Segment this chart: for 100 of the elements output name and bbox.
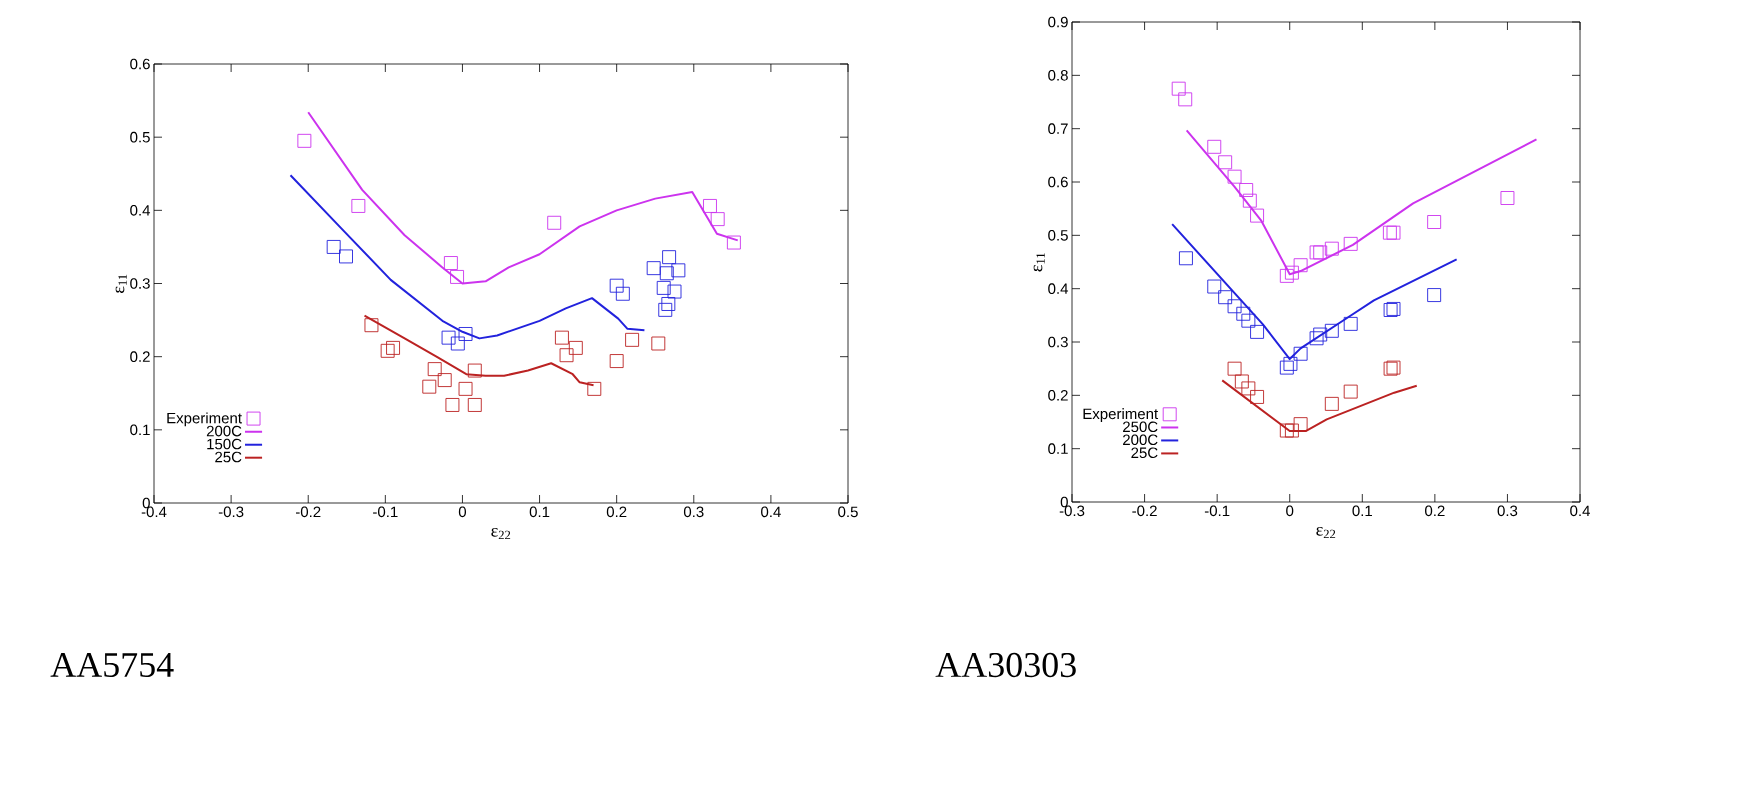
point (1227, 169, 1242, 184)
point (443, 256, 458, 270)
point (1179, 251, 1193, 266)
point (1293, 258, 1308, 273)
point (1218, 290, 1233, 305)
point (445, 398, 460, 412)
point (609, 354, 624, 369)
legend-label: 25C (1131, 447, 1158, 459)
point (1343, 236, 1358, 251)
point (659, 266, 674, 281)
legend-label: 200C (1123, 434, 1158, 446)
point (1279, 423, 1294, 438)
x-tick-label: 0.4 (1570, 505, 1590, 517)
x-tick-label: -0.3 (218, 506, 244, 518)
point (1343, 384, 1358, 399)
y-tick-label: 0.9 (1048, 16, 1068, 28)
legend-label: Experiment (167, 412, 242, 427)
point (587, 381, 602, 396)
y-tick-label: 0.6 (1048, 176, 1068, 188)
point (703, 199, 717, 213)
y-tick-label: 0.8 (1048, 70, 1068, 81)
point (1293, 346, 1308, 361)
point (1324, 323, 1339, 338)
point (1227, 361, 1242, 376)
point (326, 239, 341, 254)
point (1250, 208, 1265, 223)
y-tick-label: 0.3 (1048, 336, 1068, 348)
point (662, 250, 677, 265)
point (1324, 241, 1339, 256)
y-tick-label: 0.7 (1048, 123, 1068, 134)
legend-label: 250C (1123, 421, 1158, 433)
point (1234, 374, 1249, 389)
point (1241, 313, 1256, 328)
line-series (289, 174, 646, 340)
point (351, 199, 366, 213)
x-tick-label: 0.1 (1352, 505, 1372, 517)
point (1427, 288, 1442, 303)
point (1171, 81, 1186, 96)
line-series (307, 111, 739, 285)
point (667, 284, 682, 299)
point (1239, 183, 1254, 197)
point (1207, 279, 1222, 294)
x-tick-label: 0 (1286, 505, 1294, 517)
point (615, 286, 630, 301)
x-tick-label: 0.3 (1497, 505, 1518, 517)
point (710, 212, 725, 227)
point (1386, 225, 1401, 240)
x-tick-label: -0.1 (373, 506, 398, 518)
legend-label: 200C (206, 425, 242, 437)
point (646, 261, 661, 276)
point (1382, 225, 1397, 240)
point (726, 235, 741, 250)
text: AA30303 (935, 652, 1076, 678)
x-axis-title: ε$_{22}$ (1316, 527, 1336, 539)
point (1313, 245, 1328, 260)
point (1284, 423, 1299, 438)
point (658, 302, 673, 317)
point (386, 340, 400, 355)
x-tick-label: -0.1 (1204, 505, 1230, 517)
point (1218, 155, 1233, 170)
x-tick-label: 0.3 (683, 506, 704, 518)
y-tick-label: 0.2 (130, 351, 150, 362)
point (1284, 265, 1299, 280)
point (1279, 360, 1294, 375)
y-tick-label: 0.3 (130, 278, 150, 289)
x-tick-label: -0.2 (295, 506, 321, 518)
point (1309, 331, 1324, 346)
point (1250, 324, 1265, 339)
x-tick-label: -0.2 (1132, 505, 1157, 517)
point (441, 330, 456, 345)
y-axis-title: ε$_{11}$ (1033, 253, 1045, 272)
point (1241, 381, 1256, 396)
point (651, 336, 666, 351)
point (1293, 417, 1308, 432)
y-tick-label: 0.4 (1048, 283, 1069, 294)
point (661, 297, 676, 311)
point (1324, 396, 1339, 411)
point (554, 330, 569, 345)
y-tick-label: 0.5 (1048, 230, 1068, 241)
x-tick-label: 0.4 (761, 506, 781, 518)
y-tick-label: 0.4 (130, 205, 151, 216)
legend-label: 150C (207, 438, 242, 450)
x-tick-label: 0.2 (1425, 505, 1445, 517)
legend-label: 25C (215, 451, 242, 463)
point (437, 373, 452, 388)
x-tick-label: 0.1 (529, 506, 550, 518)
point (568, 340, 583, 355)
x-tick-label: 0 (458, 506, 467, 518)
y-axis-title: ε$_{11}$ (115, 274, 127, 293)
point (458, 381, 473, 396)
y-tick-label: 0.1 (1048, 443, 1068, 454)
point (364, 318, 379, 333)
point (1178, 92, 1193, 107)
point (625, 332, 640, 347)
point (1343, 316, 1358, 331)
point (559, 348, 574, 363)
point (458, 327, 473, 341)
point (450, 269, 464, 284)
point (1500, 191, 1515, 205)
point (427, 362, 442, 377)
